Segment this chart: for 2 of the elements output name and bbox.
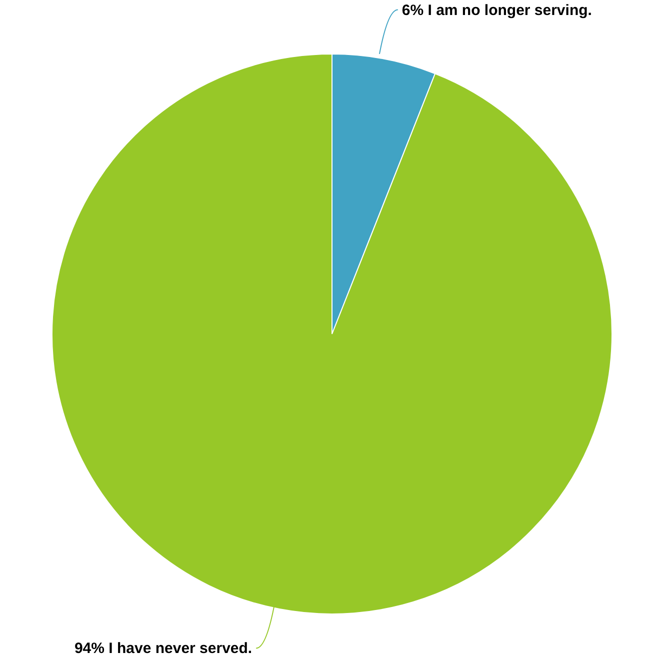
slice-label: 6% I am no longer serving. (402, 2, 592, 19)
slice-label: 94% I have never served. (74, 640, 252, 658)
